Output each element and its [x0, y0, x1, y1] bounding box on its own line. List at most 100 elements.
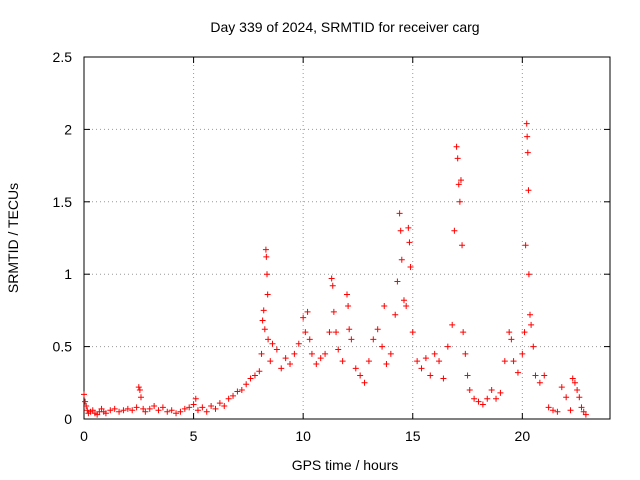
data-point	[177, 408, 184, 415]
data-point	[361, 379, 368, 386]
data-point	[116, 408, 123, 415]
data-point	[346, 326, 353, 333]
data-point	[263, 253, 270, 260]
data-point	[521, 329, 528, 336]
data-point	[525, 271, 532, 278]
data-point	[267, 358, 274, 365]
data-point	[192, 395, 199, 402]
data-point	[137, 394, 144, 401]
data-point	[459, 242, 466, 249]
x-axis-label: GPS time / hours	[292, 457, 399, 473]
y-tick-label: 0.5	[53, 339, 73, 355]
data-point	[578, 404, 585, 411]
data-point	[574, 387, 581, 394]
data-point	[81, 391, 87, 398]
x-tick-label: 0	[80, 428, 88, 444]
data-point	[261, 326, 268, 333]
data-point	[427, 372, 434, 379]
data-point	[510, 358, 517, 365]
data-point	[422, 355, 429, 362]
data-point	[230, 392, 237, 399]
data-point	[453, 143, 460, 150]
data-point	[554, 408, 561, 415]
data-point	[522, 242, 529, 249]
data-point	[203, 408, 210, 415]
data-point	[365, 358, 372, 365]
data-point	[460, 329, 467, 336]
data-point	[124, 405, 131, 412]
data-point	[501, 358, 508, 365]
data-point	[102, 410, 109, 417]
data-point	[527, 311, 534, 318]
data-point	[259, 317, 266, 324]
y-tick-label: 2	[64, 121, 72, 137]
x-tick-label: 15	[405, 428, 421, 444]
data-point	[329, 282, 336, 289]
data-point	[83, 402, 90, 409]
data-point	[407, 263, 414, 270]
data-point	[306, 336, 313, 343]
data-point	[471, 395, 478, 402]
data-point	[155, 407, 162, 414]
data-point	[313, 360, 320, 367]
data-point	[405, 224, 412, 231]
data-point	[497, 389, 504, 396]
data-point	[532, 372, 539, 379]
data-point	[82, 398, 89, 405]
data-point	[582, 411, 589, 418]
data-point	[208, 402, 215, 409]
data-point	[398, 256, 405, 263]
data-point	[282, 355, 289, 362]
grid	[84, 57, 610, 419]
data-point	[322, 350, 329, 357]
data-point	[381, 303, 388, 310]
data-point	[524, 149, 531, 156]
data-point	[563, 394, 570, 401]
data-point	[251, 372, 258, 379]
data-point	[304, 308, 311, 315]
data-point	[571, 379, 578, 386]
data-point	[199, 404, 206, 411]
data-point	[403, 303, 410, 310]
data-point	[545, 404, 552, 411]
data-point	[295, 340, 302, 347]
data-point	[243, 381, 250, 388]
data-point	[414, 358, 421, 365]
data-point	[394, 278, 401, 285]
data-point	[260, 307, 267, 314]
data-point	[194, 407, 201, 414]
data-point	[186, 404, 193, 411]
y-tick-label: 0	[64, 411, 72, 427]
data-point	[383, 360, 390, 367]
data-point	[221, 402, 228, 409]
data-point	[508, 336, 515, 343]
data-point	[451, 227, 458, 234]
data-point	[455, 181, 462, 188]
data-point	[168, 407, 175, 414]
data-point	[265, 336, 272, 343]
data-point	[308, 350, 315, 357]
data-point	[264, 291, 271, 298]
data-point	[173, 410, 180, 417]
data-point	[506, 329, 513, 336]
data-point	[454, 155, 461, 162]
data-point	[576, 394, 583, 401]
data-point	[287, 360, 294, 367]
axis-ticks: 0 5 10 15 20 0 0.5 1 1.5 2 2.5	[53, 49, 610, 444]
data-point	[488, 387, 495, 394]
data-point	[525, 187, 532, 194]
data-point	[400, 297, 407, 304]
x-tick-label: 5	[190, 428, 198, 444]
data-point	[466, 387, 473, 394]
data-point	[406, 239, 413, 246]
data-point	[462, 350, 469, 357]
data-point	[269, 340, 276, 347]
data-point	[164, 408, 171, 415]
data-point	[387, 350, 394, 357]
data-point	[536, 379, 543, 386]
data-point	[212, 405, 219, 412]
data-point	[444, 343, 451, 350]
data-point	[567, 407, 574, 414]
data-point	[379, 343, 386, 350]
